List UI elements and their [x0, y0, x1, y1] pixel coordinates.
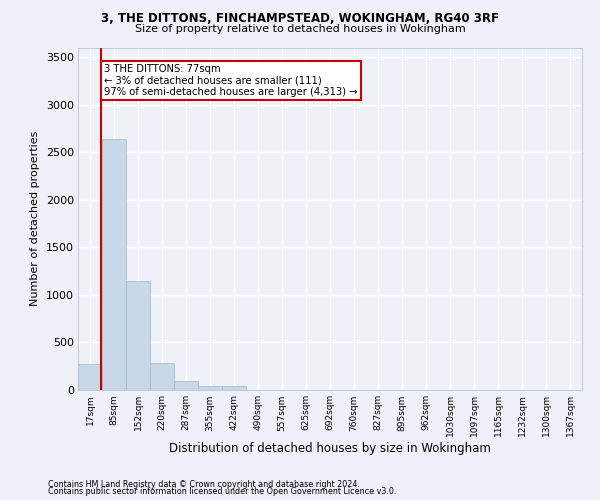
X-axis label: Distribution of detached houses by size in Wokingham: Distribution of detached houses by size …: [169, 442, 491, 455]
Text: Contains public sector information licensed under the Open Government Licence v3: Contains public sector information licen…: [48, 488, 397, 496]
Text: Size of property relative to detached houses in Wokingham: Size of property relative to detached ho…: [134, 24, 466, 34]
Bar: [126, 280, 150, 390]
Y-axis label: Number of detached properties: Number of detached properties: [30, 131, 40, 306]
Bar: [222, 386, 246, 390]
Bar: [102, 139, 126, 390]
Text: 3, THE DITTONS, FINCHAMPSTEAD, WOKINGHAM, RG40 3RF: 3, THE DITTONS, FINCHAMPSTEAD, WOKINGHAM…: [101, 12, 499, 26]
Bar: [198, 386, 222, 390]
Bar: [174, 382, 198, 390]
Bar: [150, 364, 174, 390]
Text: 3 THE DITTONS: 77sqm
← 3% of detached houses are smaller (111)
97% of semi-detac: 3 THE DITTONS: 77sqm ← 3% of detached ho…: [104, 64, 358, 97]
Bar: [78, 364, 102, 390]
Text: Contains HM Land Registry data © Crown copyright and database right 2024.: Contains HM Land Registry data © Crown c…: [48, 480, 360, 489]
